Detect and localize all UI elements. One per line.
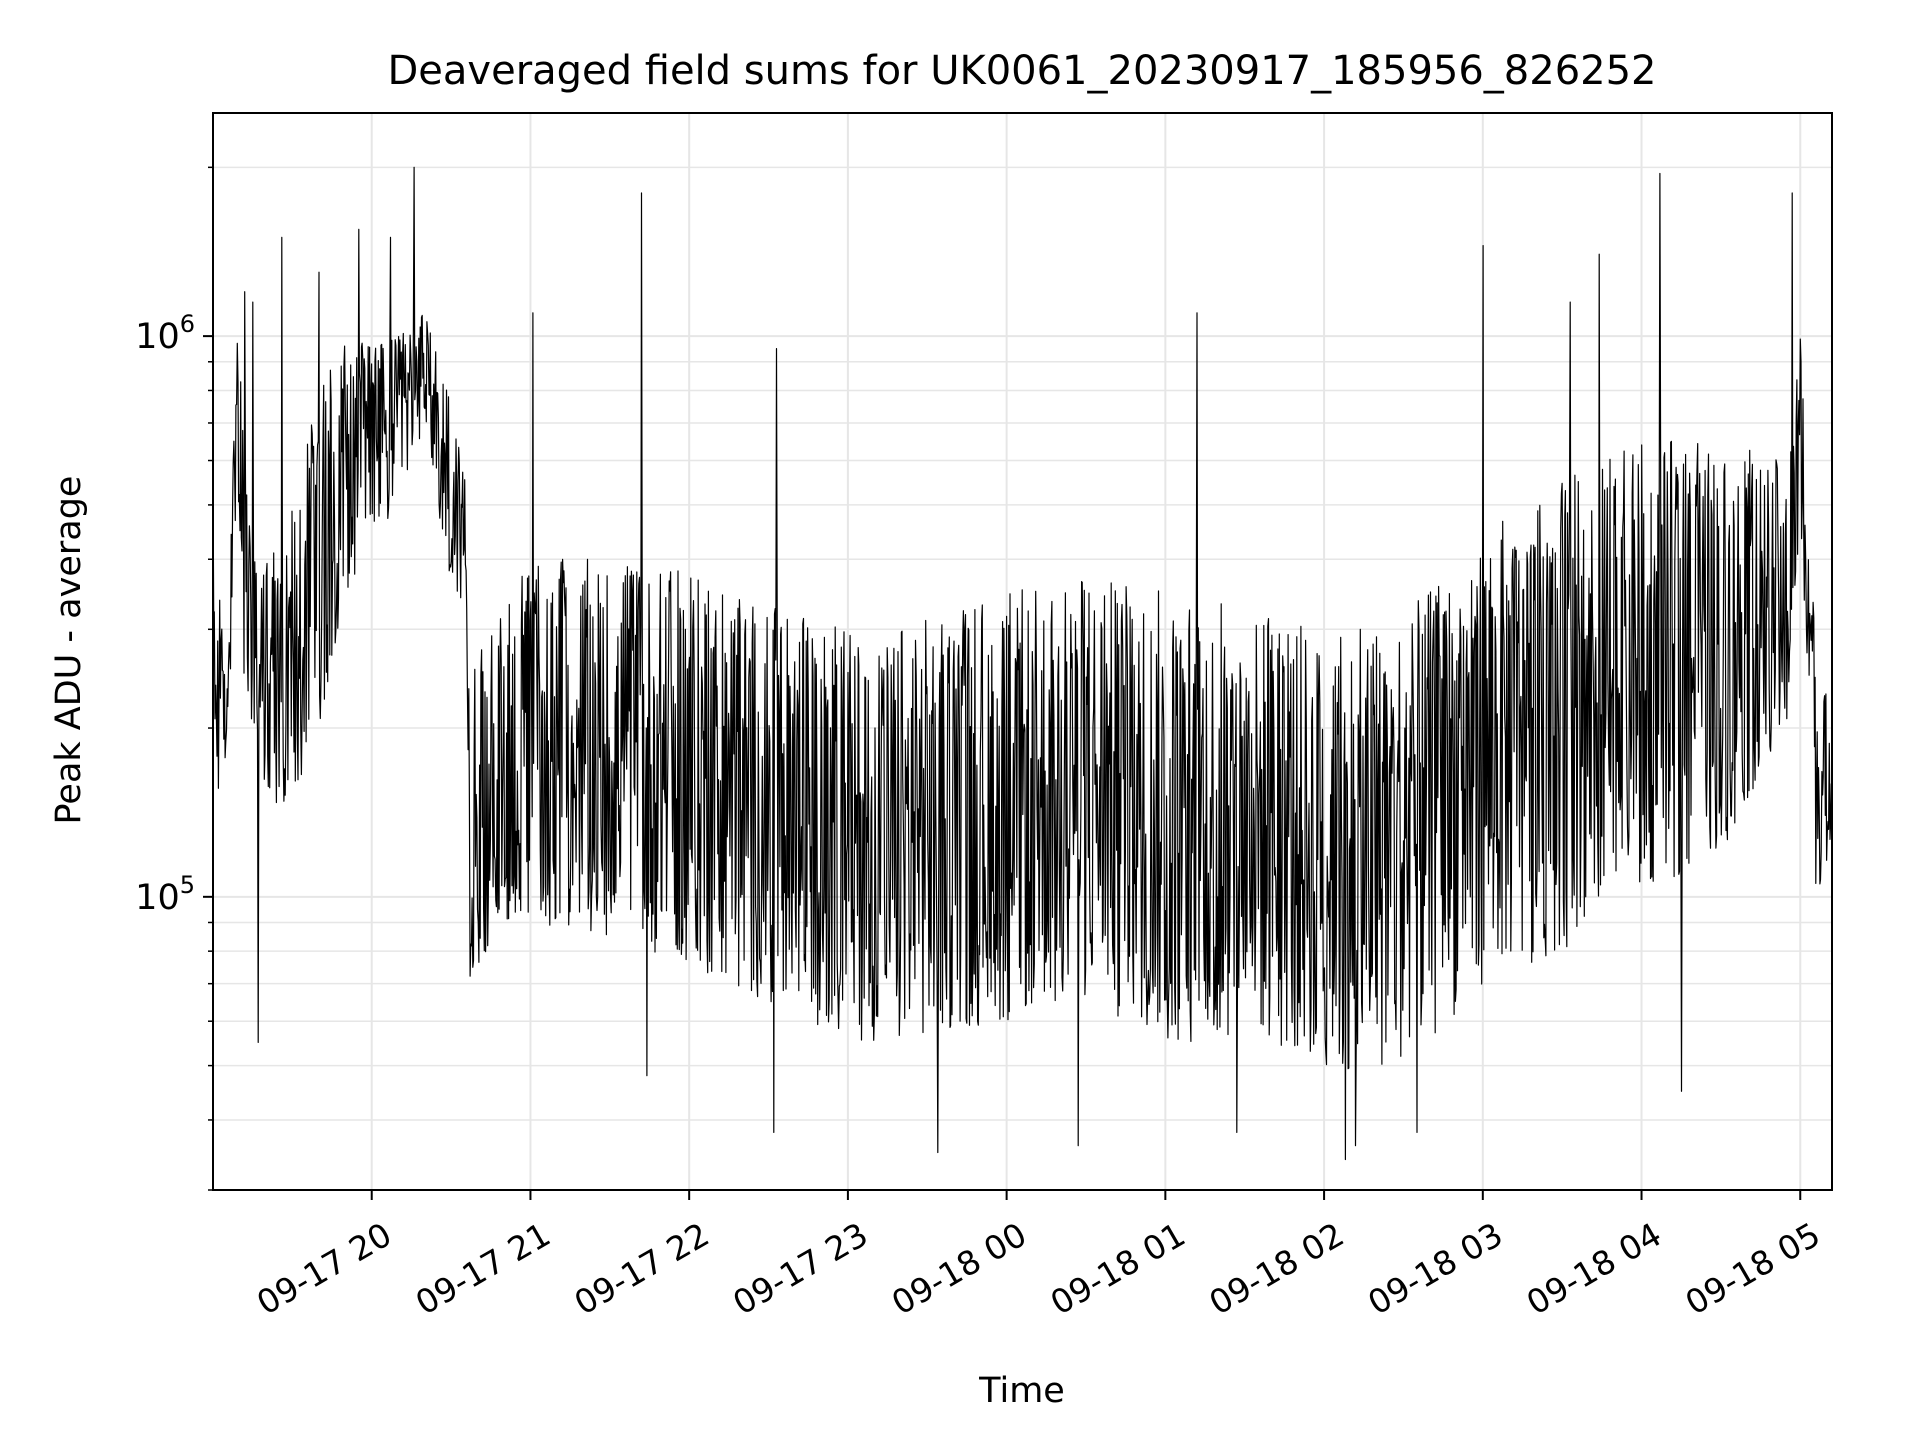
data-series	[212, 166, 1833, 1161]
chart-title: Deaveraged field sums for UK0061_2023091…	[387, 48, 1656, 94]
y-tick-label: 106	[135, 310, 195, 357]
plot-frame	[212, 112, 1833, 1191]
series-line	[212, 166, 1833, 1161]
y-axis-label: Peak ADU - average	[49, 476, 89, 825]
x-axis-label: Time	[978, 1371, 1065, 1411]
y-axis-ticks: 105 106	[135, 166, 213, 1191]
y-tick-label: 105	[135, 871, 195, 918]
